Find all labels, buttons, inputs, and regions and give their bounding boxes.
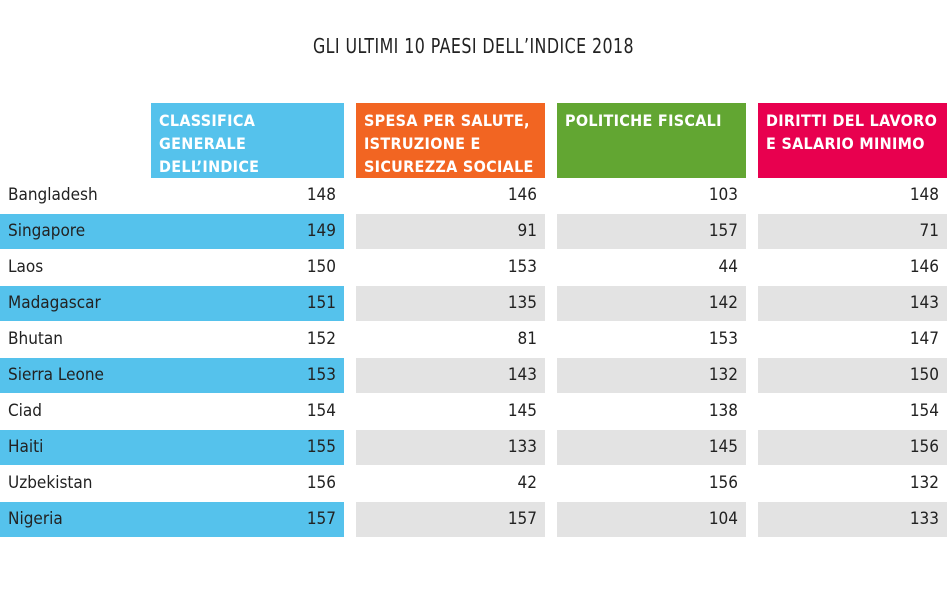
- table-row: Ciad 154 145 138 154: [0, 394, 947, 429]
- rank-value: 143: [356, 358, 545, 393]
- column-header-2: SPESA PER SALUTE, ISTRUZIONE E SICUREZZA…: [356, 103, 545, 178]
- rank-value: 148: [909, 185, 939, 205]
- table-row: Singapore 149 91 157 71: [0, 214, 947, 249]
- rank-value: 145: [507, 401, 537, 421]
- country-name: Uzbekistan: [8, 473, 93, 493]
- rank-value: 154: [306, 401, 336, 421]
- rank-value: 91: [356, 214, 545, 249]
- table-row: Nigeria 157 157 104 133: [0, 502, 947, 537]
- country-name: Bangladesh: [8, 185, 98, 205]
- rank-value: 149: [306, 221, 336, 241]
- country-name: Haiti: [0, 430, 344, 465]
- rank-value: 132: [557, 358, 746, 393]
- rank-value: 153: [507, 257, 537, 277]
- rank-value: 145: [557, 430, 746, 465]
- rank-value: 81: [517, 329, 537, 349]
- table-row: Madagascar 151 135 142 143: [0, 286, 947, 321]
- country-name: Nigeria: [0, 502, 344, 537]
- column-header-1: CLASSIFICA GENERALE DELL’INDICE: [151, 103, 344, 178]
- rank-value: 133: [758, 502, 947, 537]
- table-row: Bhutan 152 81 153 147: [0, 322, 947, 357]
- rank-value: 150: [306, 257, 336, 277]
- rank-value: 152: [306, 329, 336, 349]
- rank-value: 157: [356, 502, 545, 537]
- table-row: Haiti 155 133 145 156: [0, 430, 947, 465]
- rank-value: 146: [909, 257, 939, 277]
- rank-value: 157: [557, 214, 746, 249]
- rank-value: 133: [356, 430, 545, 465]
- rank-value: 157: [306, 509, 336, 529]
- country-name: Laos: [8, 257, 44, 277]
- rank-value: 42: [517, 473, 537, 493]
- rank-value: 153: [708, 329, 738, 349]
- chart-title: GLI ULTIMI 10 PAESI DELL’INDICE 2018: [312, 34, 635, 58]
- table-row: Sierra Leone 153 143 132 150: [0, 358, 947, 393]
- rank-value: 147: [909, 329, 939, 349]
- rank-value: 104: [557, 502, 746, 537]
- rank-value: 156: [758, 430, 947, 465]
- rank-value: 150: [758, 358, 947, 393]
- rank-value: 156: [306, 473, 336, 493]
- rank-value: 151: [306, 293, 336, 313]
- rank-value: 138: [708, 401, 738, 421]
- rank-value: 146: [507, 185, 537, 205]
- table-row: Laos 150 153 44 146: [0, 250, 947, 285]
- rank-value: 155: [306, 437, 336, 457]
- country-name: Ciad: [8, 401, 43, 421]
- country-name: Singapore: [0, 214, 344, 249]
- country-name: Bhutan: [8, 329, 63, 349]
- rank-value: 156: [708, 473, 738, 493]
- country-name: Sierra Leone: [0, 358, 344, 393]
- rank-value: 148: [306, 185, 336, 205]
- rank-value: 44: [718, 257, 738, 277]
- rank-value: 71: [758, 214, 947, 249]
- rank-value: 132: [909, 473, 939, 493]
- rank-value: 135: [356, 286, 545, 321]
- rank-value: 103: [708, 185, 738, 205]
- column-header-4: DIRITTI DEL LAVORO E SALARIO MINIMO: [758, 103, 947, 178]
- rank-value: 142: [557, 286, 746, 321]
- rank-value: 143: [758, 286, 947, 321]
- table-row: Uzbekistan 156 42 156 132: [0, 466, 947, 501]
- country-name: Madagascar: [0, 286, 344, 321]
- rank-value: 153: [306, 365, 336, 385]
- column-header-3: POLITICHE FISCALI: [557, 103, 746, 178]
- table-row: Bangladesh 148 146 103 148: [0, 178, 947, 213]
- rank-value: 154: [909, 401, 939, 421]
